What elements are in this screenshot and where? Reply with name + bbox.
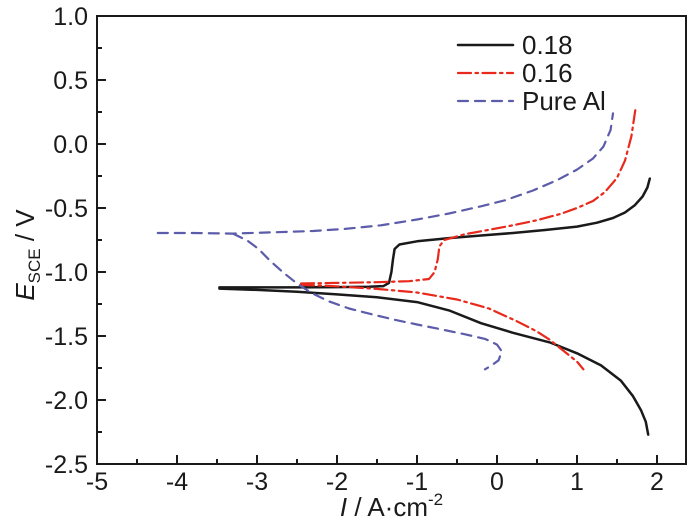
series-pure-al-cathodic-curve [231, 232, 503, 371]
x-tick-labels: -5 -4 -3 -2 -1 0 1 2 [86, 468, 664, 496]
plot-frame [96, 15, 687, 465]
x-tick-label: -1 [406, 468, 428, 496]
legend-label: Pure Al [522, 86, 606, 116]
curves [156, 108, 652, 436]
y-tick-label: 0.0 [53, 131, 88, 159]
y-tick-label: -1.0 [45, 259, 88, 287]
y-tick-label: -2.5 [45, 451, 88, 479]
x-tick-label: 1 [570, 468, 584, 496]
y-axis-title: ESCE / V [10, 209, 44, 301]
series-0.16-anodic-curve [299, 108, 637, 285]
axis-ticks [96, 15, 658, 465]
x-tick-label: 0 [490, 468, 504, 496]
y-tick-label: -1.5 [45, 323, 88, 351]
legend-label: 0.18 [522, 30, 573, 60]
x-tick-label: -3 [246, 468, 268, 496]
series-0.18-cathodic-curve [218, 287, 650, 436]
series-0.16-cathodic-curve [299, 283, 585, 371]
legend-item-0.16: 0.16 [456, 58, 573, 88]
y-tick-label: 0.5 [53, 67, 88, 95]
y-tick-label: 1.0 [53, 3, 88, 31]
series-pure-al-anodic-curve [156, 112, 615, 235]
series-0.18-anodic-curve [218, 177, 652, 289]
x-tick-label: -5 [86, 468, 108, 496]
x-tick-label: 2 [650, 468, 664, 496]
x-tick-label: -2 [326, 468, 348, 496]
legend-item-0.18: 0.18 [456, 30, 573, 60]
y-tick-label: -2.0 [45, 387, 88, 415]
legend-item-pure-al: Pure Al [456, 86, 606, 116]
legend-label: 0.16 [522, 58, 573, 88]
y-tick-label: -0.5 [45, 195, 88, 223]
y-tick-labels: 1.0 0.5 0.0 -0.5 -1.0 -1.5 -2.0 -2.5 [45, 3, 88, 479]
x-axis-title: I / A·cm-2 [340, 490, 443, 522]
x-tick-label: -4 [166, 468, 188, 496]
